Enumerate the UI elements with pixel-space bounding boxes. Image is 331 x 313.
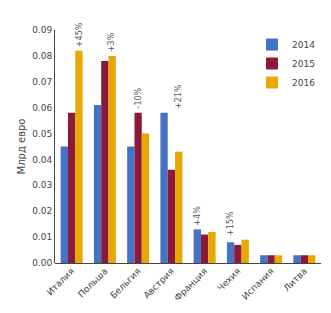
svg-text:Млрд евро: Млрд евро <box>16 119 27 175</box>
svg-text:Австрия: Австрия <box>142 266 176 300</box>
svg-text:2014: 2014 <box>292 40 315 50</box>
svg-text:+45%: +45% <box>75 22 84 47</box>
svg-text:Испания: Испания <box>240 266 276 302</box>
svg-text:Литва: Литва <box>282 266 309 293</box>
svg-text:+3%: +3% <box>107 32 116 52</box>
svg-text:0.09: 0.09 <box>32 25 52 35</box>
svg-text:0.07: 0.07 <box>32 77 52 87</box>
svg-text:Чехия: Чехия <box>215 266 242 293</box>
svg-text:0.03: 0.03 <box>32 180 52 190</box>
svg-text:0.04: 0.04 <box>32 155 52 165</box>
svg-text:2016: 2016 <box>292 78 315 88</box>
svg-text:0.00: 0.00 <box>32 258 52 268</box>
svg-text:0.05: 0.05 <box>32 129 52 139</box>
svg-text:0.01: 0.01 <box>32 232 52 242</box>
svg-text:0.08: 0.08 <box>32 51 52 61</box>
svg-text:Польша: Польша <box>76 266 109 299</box>
svg-text:Италия: Италия <box>45 266 76 297</box>
svg-text:+4%: +4% <box>193 206 202 226</box>
svg-text:+15%: +15% <box>226 211 235 236</box>
svg-text:+21%: +21% <box>174 84 183 109</box>
svg-text:0.06: 0.06 <box>32 103 52 113</box>
svg-text:2015: 2015 <box>292 59 315 69</box>
svg-text:0.02: 0.02 <box>32 206 52 216</box>
svg-text:-10%: -10% <box>134 87 143 108</box>
svg-text:Бельгия: Бельгия <box>108 266 142 300</box>
svg-text:Франция: Франция <box>172 266 209 303</box>
